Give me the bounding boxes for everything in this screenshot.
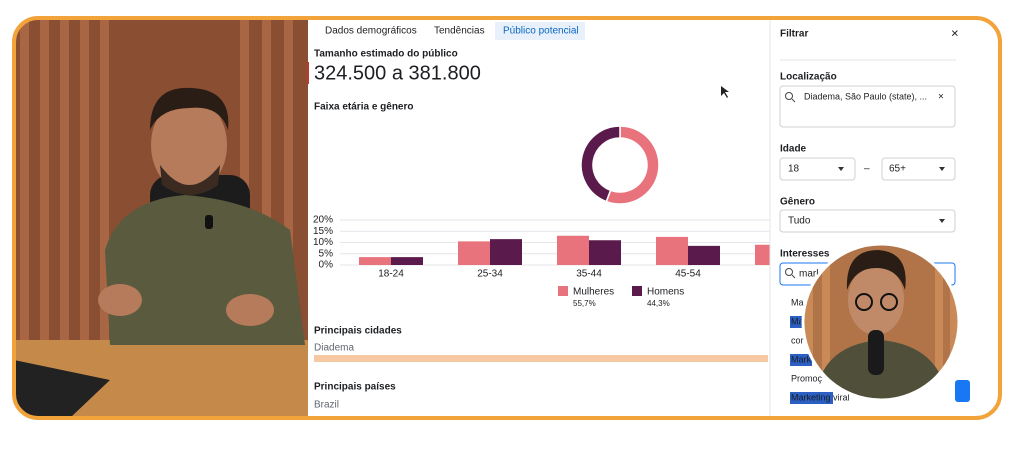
interests-value: mark [799, 269, 822, 280]
tab[interactable]: Dados demográficos [325, 26, 417, 37]
suggestion: Ma [791, 297, 804, 307]
cities-title: Principais cidades [314, 326, 402, 337]
video-frame: Dados demográficos Tendências Público po… [14, 18, 1000, 418]
label: Localização [780, 72, 837, 83]
tab-active[interactable]: Público potencial [503, 26, 579, 37]
suggestions: Ma Mark cor Mark Promoç Marketing viral [790, 297, 850, 404]
bar [589, 240, 621, 265]
y-tick-label: 15% [313, 226, 333, 237]
suggestion: Mark [791, 354, 811, 364]
location-value: Diadema, São Paulo (state), ... [804, 91, 927, 101]
bar [656, 236, 688, 265]
label: Interesses [780, 249, 830, 260]
age-gender-chart: 0%5%10%15%20% 18-24 25-34 35-44 45-54 Mulhere… [313, 125, 770, 308]
y-tick-label: 20% [313, 215, 333, 226]
bar [359, 257, 391, 265]
legend-share: 44,3% [647, 299, 670, 308]
audience-value: 324.500 a 381.800 [314, 62, 481, 84]
button[interactable] [955, 380, 970, 402]
label: Gênero [780, 197, 815, 208]
y-tick-label: 5% [319, 248, 334, 259]
y-tick-label: 0% [319, 260, 334, 271]
age-max[interactable] [881, 157, 956, 181]
bar [557, 235, 589, 265]
y-tick-label: 10% [313, 237, 333, 248]
label: Idade [780, 144, 807, 155]
suggestion: Promoç [791, 373, 823, 383]
x-tick-label: 25-34 [477, 269, 503, 280]
close[interactable]: × [951, 25, 959, 40]
donut-slice [605, 125, 660, 205]
legend-swatch [558, 286, 568, 296]
gender-select[interactable] [779, 209, 956, 233]
city: Diadema [314, 343, 354, 354]
webcam-ring [801, 242, 961, 402]
highlight [790, 392, 833, 404]
age-max-value: 65+ [889, 164, 906, 175]
legend-share: 55,7% [573, 299, 596, 308]
donut-slice [580, 125, 621, 203]
frame-border [12, 16, 1002, 420]
highlight [790, 354, 812, 366]
remove[interactable]: × [938, 92, 944, 103]
bar [490, 239, 522, 265]
suggestion: cor [791, 335, 804, 345]
x-tick-label: 18-24 [378, 269, 404, 280]
countries-title: Principais países [314, 382, 396, 393]
age-sep: – [864, 164, 870, 175]
country: Brazil [314, 400, 339, 411]
tab[interactable]: Tendências [434, 26, 485, 37]
tabs: Dados demográficos Tendências Público po… [325, 22, 585, 40]
age-min[interactable] [779, 157, 856, 181]
chart-title: Faixa etária e gênero [314, 102, 414, 113]
filter-title: Filtrar [780, 29, 808, 40]
location-input[interactable] [779, 85, 956, 128]
cursor [721, 86, 729, 98]
gender-value: Tudo [788, 216, 811, 227]
bar [391, 257, 423, 265]
city-bar [314, 355, 768, 362]
x-tick-label: 35-44 [576, 269, 602, 280]
suggestion: Marketing viral [791, 392, 850, 402]
legend-label: Mulheres [573, 287, 614, 298]
x-tick-label: 45-54 [675, 269, 701, 280]
presenter-video [14, 18, 308, 418]
audience-label: Tamanho estimado do público [314, 49, 458, 60]
webcam [803, 244, 959, 400]
suggestion: Mark [791, 316, 811, 326]
bar [688, 245, 720, 265]
legend-label: Homens [647, 287, 684, 298]
bar [458, 241, 490, 265]
bar [755, 244, 770, 265]
legend-swatch [632, 286, 642, 296]
age-min-value: 18 [788, 164, 800, 175]
